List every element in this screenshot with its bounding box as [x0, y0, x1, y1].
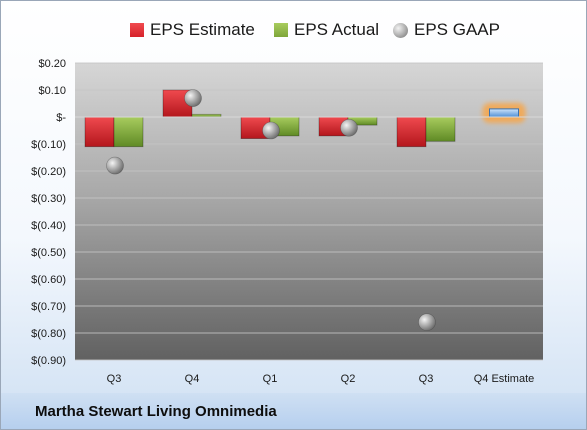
- x-tick-label: Q3: [419, 373, 434, 385]
- y-tick-label: $0.20: [38, 58, 66, 70]
- marker-eps-gaap: [418, 313, 436, 332]
- x-tick-label: Q2: [341, 373, 356, 385]
- y-axis-labels: $0.20 $0.10 $- $(0.10) $(0.20) $(0.30) $(0.40)…: [31, 58, 66, 367]
- company-name: Martha Stewart Living Omnimedia: [35, 403, 277, 420]
- y-tick-label: $(0.80): [31, 328, 66, 340]
- x-tick-label: Q1: [263, 373, 278, 385]
- legend-swatch-actual: [274, 23, 288, 37]
- legend-item-eps-gaap: EPS GAAP: [393, 15, 500, 45]
- legend-label-estimate: EPS Estimate: [150, 20, 255, 39]
- bar-eps-estimate: [396, 116, 427, 148]
- x-axis-labels: Q3 Q4 Q1 Q2 Q3 Q4 Estimate: [107, 373, 535, 385]
- x-tick-label: Q4: [185, 373, 200, 385]
- y-tick-label: $(0.30): [31, 193, 66, 205]
- x-tick-label: Q4 Estimate: [474, 373, 535, 385]
- bar-eps-estimate: [84, 116, 115, 148]
- legend-marker-gaap: [393, 22, 408, 38]
- y-tick-label: $0.10: [38, 85, 66, 97]
- x-tick-label: Q3: [107, 373, 122, 385]
- y-tick-label: $(0.10): [31, 139, 66, 151]
- marker-eps-gaap: [340, 119, 358, 137]
- y-tick-label: $(0.60): [31, 274, 66, 286]
- y-tick-label: $-: [56, 112, 66, 124]
- chart-plot: $0.20 $0.10 $- $(0.10) $(0.20) $(0.30) $(0.40)…: [31, 58, 543, 385]
- marker-eps-gaap: [262, 121, 280, 140]
- legend-item-eps-actual: EPS Actual: [274, 15, 379, 45]
- y-tick-label: $(0.20): [31, 166, 66, 178]
- legend-label-actual: EPS Actual: [294, 20, 380, 39]
- legend-swatch-estimate: [130, 23, 144, 37]
- bar-eps-estimate: [489, 108, 519, 118]
- marker-eps-gaap: [106, 156, 124, 175]
- y-tick-label: $(0.40): [31, 220, 66, 232]
- plot-area: [75, 63, 543, 360]
- bar-eps-actual: [113, 116, 144, 148]
- marker-eps-gaap: [184, 89, 202, 107]
- y-tick-label: $(0.70): [31, 301, 66, 313]
- footer-bar: Martha Stewart Living Omnimedia: [1, 393, 586, 429]
- y-tick-label: $(0.90): [31, 355, 66, 367]
- bar-eps-actual: [425, 116, 456, 142]
- legend-label-gaap: EPS GAAP: [414, 20, 500, 39]
- legend-item-eps-estimate: EPS Estimate: [130, 15, 255, 45]
- gaap-markers: [106, 89, 436, 332]
- y-tick-label: $(0.50): [31, 247, 66, 259]
- legend: EPS Estimate EPS Actual EPS GAAP: [1, 15, 587, 45]
